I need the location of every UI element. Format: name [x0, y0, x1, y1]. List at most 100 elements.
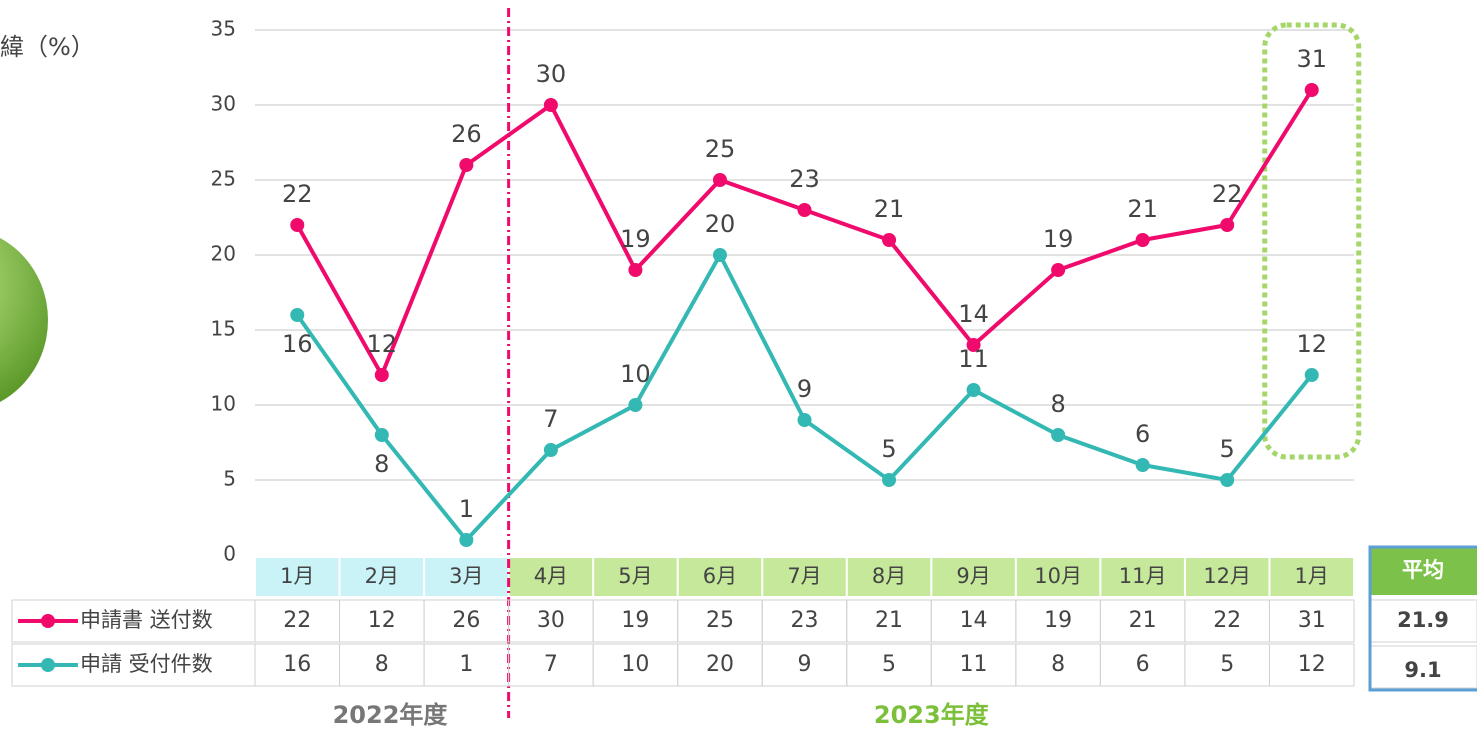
data-label: 31 — [1296, 45, 1327, 73]
x-tick-label: 10月 — [1034, 564, 1082, 588]
data-point — [1136, 233, 1150, 247]
legend-dot — [41, 614, 55, 628]
data-label: 12 — [367, 330, 398, 358]
table-value: 25 — [706, 608, 734, 633]
x-tick-label: 6月 — [703, 564, 737, 588]
data-label: 7 — [543, 405, 558, 433]
x-tick-label: 4月 — [534, 564, 568, 588]
y-tick-label: 10 — [211, 392, 236, 416]
data-point — [713, 173, 727, 187]
data-point — [290, 308, 304, 322]
table-value: 31 — [1298, 608, 1326, 633]
table-value: 7 — [544, 652, 558, 677]
data-point — [713, 248, 727, 262]
y-tick-label: 35 — [211, 17, 236, 41]
legend-label: 申請書 送付数 — [80, 608, 213, 632]
y-tick-label: 15 — [211, 317, 236, 341]
data-label: 5 — [881, 435, 896, 463]
data-point — [375, 368, 389, 382]
data-label: 9 — [797, 375, 812, 403]
x-tick-label: 1月 — [1295, 564, 1329, 588]
x-tick-label: 8月 — [872, 564, 906, 588]
data-point — [1051, 263, 1065, 277]
decor-ball — [0, 228, 48, 412]
group-label: 2023年度 — [874, 701, 990, 729]
table-value: 12 — [368, 608, 396, 633]
data-point — [798, 413, 812, 427]
table-value: 8 — [1051, 652, 1065, 677]
data-label: 19 — [620, 225, 651, 253]
data-label: 5 — [1220, 435, 1235, 463]
data-point — [628, 263, 642, 277]
data-label: 8 — [1050, 390, 1065, 418]
chart: 緯（%） 051015202530351月2月3月4月5月6月7月8月9月10月… — [0, 0, 1477, 732]
table-value: 16 — [283, 652, 311, 677]
y-tick-label: 30 — [211, 92, 236, 116]
data-label: 6 — [1135, 420, 1150, 448]
data-point — [1305, 83, 1319, 97]
data-point — [290, 218, 304, 232]
table-value: 9 — [798, 652, 812, 677]
average-value: 9.1 — [1404, 658, 1441, 682]
table-value: 19 — [1044, 608, 1072, 633]
table-value: 5 — [882, 652, 896, 677]
table-value: 22 — [1213, 608, 1241, 633]
data-label: 11 — [958, 345, 989, 373]
table-value: 26 — [452, 608, 480, 633]
legend-label: 申請 受付件数 — [80, 652, 213, 676]
x-tick-label: 11月 — [1119, 564, 1167, 588]
table-value: 23 — [791, 608, 819, 633]
x-tick-label: 1月 — [280, 564, 314, 588]
data-label: 19 — [1043, 225, 1074, 253]
table-value: 14 — [960, 608, 988, 633]
data-point — [1220, 473, 1234, 487]
data-label: 12 — [1296, 330, 1327, 358]
group-label: 2022年度 — [333, 701, 449, 729]
data-label: 10 — [620, 360, 651, 388]
data-point — [882, 473, 896, 487]
y-tick-label: 20 — [211, 242, 236, 266]
table-value: 22 — [283, 608, 311, 633]
data-label: 14 — [958, 300, 989, 328]
data-point — [544, 443, 558, 457]
table-value: 5 — [1220, 652, 1234, 677]
x-tick-label: 12月 — [1203, 564, 1251, 588]
x-tick-label: 2月 — [365, 564, 399, 588]
data-point — [1305, 368, 1319, 382]
data-label: 8 — [374, 450, 389, 478]
data-label: 25 — [705, 135, 736, 163]
table-value: 1 — [459, 652, 473, 677]
y-tick-label: 25 — [211, 167, 236, 191]
data-point — [375, 428, 389, 442]
chart-title: 緯（%） — [0, 33, 95, 61]
x-tick-label: 7月 — [787, 564, 821, 588]
table-value: 10 — [621, 652, 649, 677]
x-tick-label: 9月 — [956, 564, 990, 588]
table-value: 21 — [1129, 608, 1157, 633]
table-value: 6 — [1136, 652, 1150, 677]
data-label: 16 — [282, 330, 313, 358]
table-value: 19 — [621, 608, 649, 633]
table-value: 30 — [537, 608, 565, 633]
x-tick-label: 3月 — [449, 564, 483, 588]
average-header-label: 平均 — [1402, 558, 1444, 582]
data-point — [967, 383, 981, 397]
data-label: 22 — [282, 180, 313, 208]
table-value: 11 — [960, 652, 988, 677]
data-point — [1136, 458, 1150, 472]
data-label: 30 — [536, 60, 567, 88]
data-label: 23 — [789, 165, 820, 193]
y-tick-label: 0 — [223, 542, 236, 566]
y-tick-label: 5 — [223, 467, 236, 491]
table-value: 12 — [1298, 652, 1326, 677]
average-value: 21.9 — [1397, 608, 1449, 632]
data-point — [628, 398, 642, 412]
data-point — [1220, 218, 1234, 232]
data-label: 21 — [1127, 195, 1158, 223]
data-point — [1051, 428, 1065, 442]
data-point — [544, 98, 558, 112]
table-value: 8 — [375, 652, 389, 677]
data-label: 21 — [874, 195, 905, 223]
data-label: 26 — [451, 120, 482, 148]
x-tick-label: 5月 — [618, 564, 652, 588]
